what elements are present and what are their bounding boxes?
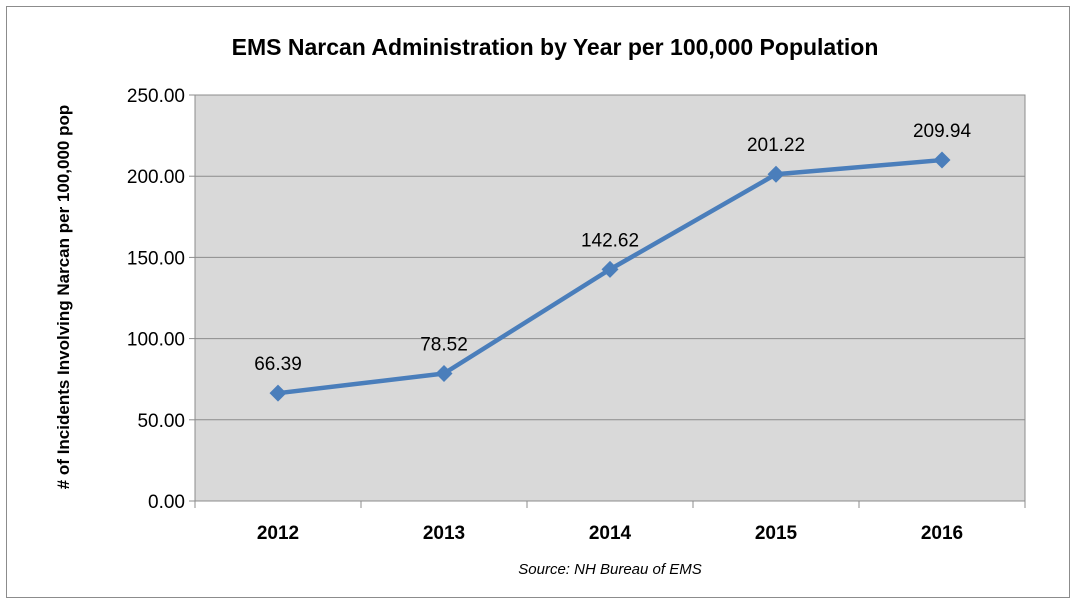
data-point-marker bbox=[601, 260, 619, 278]
data-label: 209.94 bbox=[913, 121, 972, 142]
data-label: 201.22 bbox=[747, 135, 805, 156]
x-tick-label: 2015 bbox=[755, 523, 798, 544]
data-label: 78.52 bbox=[420, 334, 468, 355]
line-chart: EMS Narcan Administration by Year per 10… bbox=[54, 34, 1026, 578]
y-tick-label: 200.00 bbox=[127, 167, 185, 188]
y-tick-label: 0.00 bbox=[148, 492, 185, 513]
x-tick-label: 2014 bbox=[589, 523, 632, 544]
data-point-marker bbox=[435, 364, 453, 382]
x-tick-label: 2013 bbox=[423, 523, 465, 544]
x-axis-ticks: 2012 2013 2014 2015 2016 bbox=[194, 501, 1026, 544]
data-label: 66.39 bbox=[254, 354, 302, 375]
y-axis-label: # of Incidents Involving Narcan per 100,… bbox=[54, 105, 73, 490]
data-point-marker bbox=[767, 165, 785, 183]
y-tick-label: 100.00 bbox=[127, 330, 185, 351]
chart-title: EMS Narcan Administration by Year per 10… bbox=[232, 34, 879, 60]
gridlines bbox=[195, 175, 1025, 421]
x-tick-label: 2016 bbox=[921, 523, 963, 544]
y-axis-ticks: 0.00 50.00 100.00 150.00 200.00 250.00 bbox=[127, 86, 195, 513]
y-tick-label: 50.00 bbox=[137, 411, 185, 432]
data-labels: 66.39 78.52 142.62 201.22 209.94 bbox=[254, 121, 971, 375]
plot-area bbox=[194, 94, 1026, 502]
y-tick-label: 150.00 bbox=[127, 248, 185, 269]
source-note: Source: NH Bureau of EMS bbox=[518, 561, 701, 578]
series-group bbox=[269, 151, 951, 402]
chart-frame: EMS Narcan Administration by Year per 10… bbox=[6, 6, 1070, 598]
y-tick-label: 250.00 bbox=[127, 86, 185, 107]
data-point-marker bbox=[269, 384, 287, 402]
x-tick-label: 2012 bbox=[257, 523, 299, 544]
data-point-marker bbox=[933, 151, 951, 169]
data-label: 142.62 bbox=[581, 230, 639, 251]
